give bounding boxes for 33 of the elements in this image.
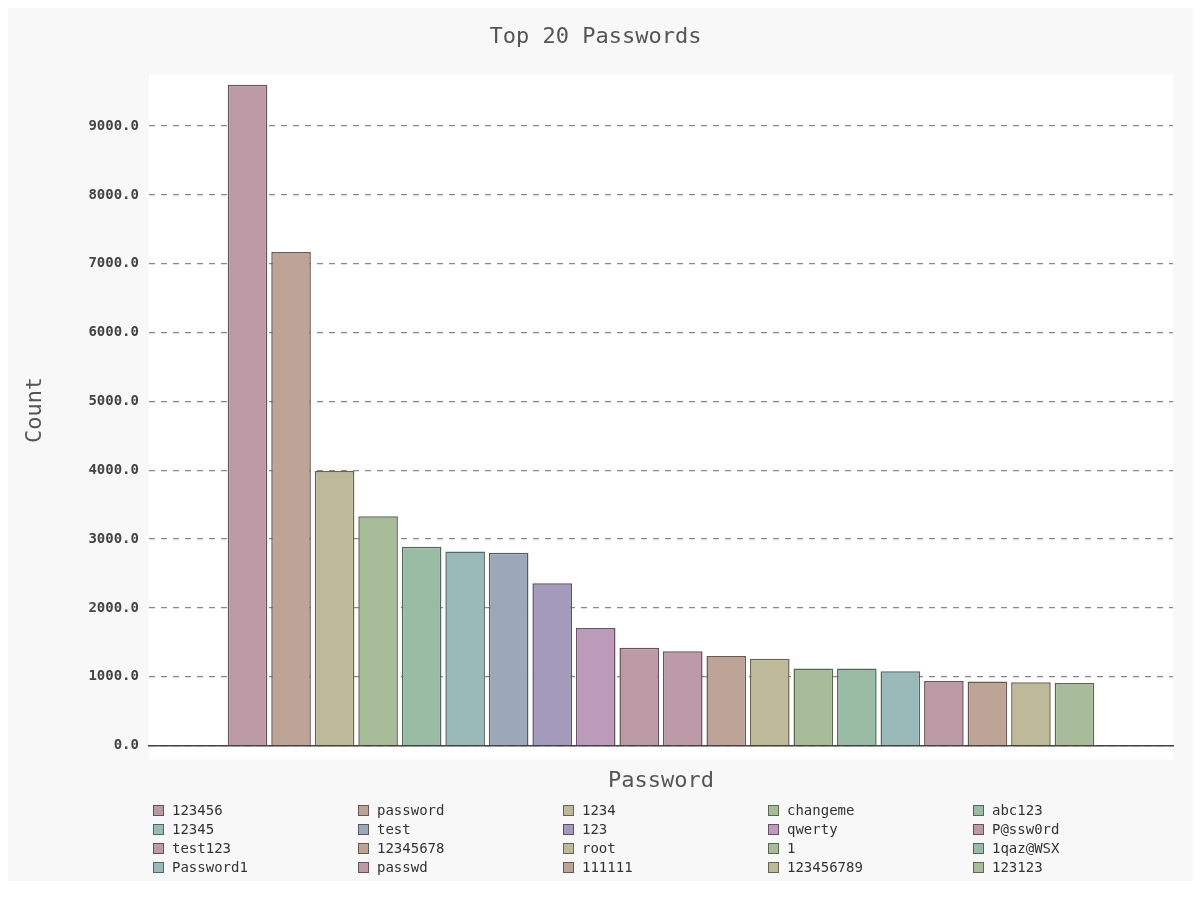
legend-label: root	[582, 840, 616, 856]
legend-label: 123456	[172, 802, 223, 818]
y-tick-label: 1000.0	[88, 667, 139, 684]
legend-label: password	[377, 802, 445, 818]
legend-label: 1qaz@WSX	[992, 840, 1060, 856]
legend-label: 123123	[992, 859, 1043, 875]
legend-label: changeme	[787, 802, 855, 818]
y-tick-label: 7000.0	[88, 254, 139, 271]
y-tick-label: 4000.0	[88, 460, 139, 477]
y-axis-title: Count	[20, 376, 46, 444]
legend-label: 123	[582, 821, 608, 837]
y-tick-label: 6000.0	[88, 323, 139, 340]
y-tick-label: 2000.0	[88, 598, 139, 615]
y-tick-label: 8000.0	[88, 185, 139, 202]
legend-label: 111111	[582, 859, 633, 875]
legend-label: qwerty	[787, 821, 838, 837]
legend-label: Password1	[172, 859, 248, 875]
y-tick-label: 9000.0	[88, 116, 139, 133]
legend-label: P@ssw0rd	[992, 821, 1060, 837]
legend-label: abc123	[992, 802, 1043, 818]
legend-label: 12345	[172, 821, 215, 837]
legend-label: 1234	[582, 802, 616, 818]
legend-label: test123	[172, 840, 232, 856]
x-axis-title: Password	[608, 766, 714, 792]
legend-label: 1	[787, 840, 796, 856]
y-tick-label: 0.0	[113, 736, 139, 753]
legend-label: passwd	[377, 859, 428, 875]
y-tick-label: 5000.0	[88, 392, 139, 409]
legend-label: 123456789	[787, 859, 863, 875]
legend-label: test	[377, 821, 411, 837]
y-tick-label: 3000.0	[88, 529, 139, 546]
legend-label: 12345678	[377, 840, 445, 856]
chart-title: Top 20 Passwords	[489, 22, 702, 48]
